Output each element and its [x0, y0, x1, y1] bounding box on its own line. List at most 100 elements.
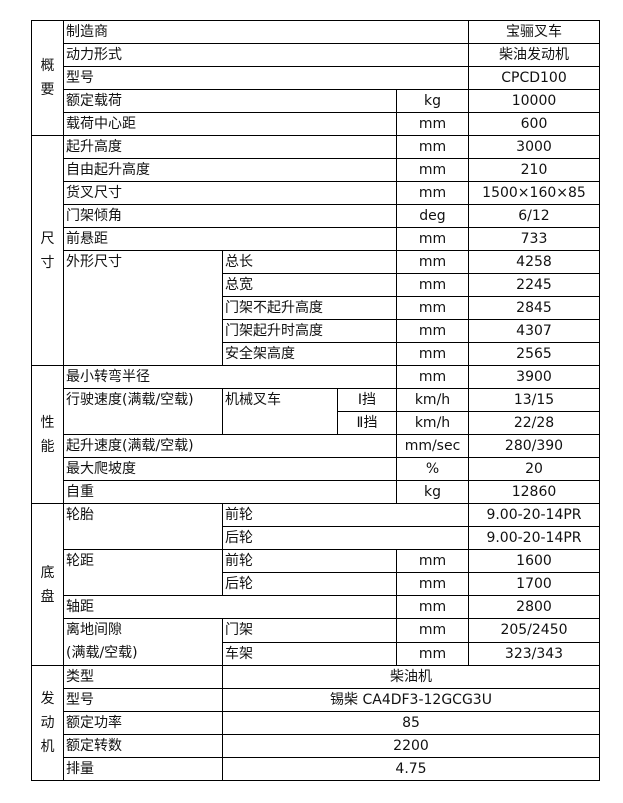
spec-value: 宝骊叉车: [468, 20, 600, 44]
spec-unit: mm: [396, 135, 469, 159]
table-row: 发 动 机 类型 柴油机: [31, 665, 600, 781]
spec-value: 6/12: [468, 204, 600, 228]
spec-subname: 总宽: [222, 273, 397, 297]
spec-value: 3000: [468, 135, 600, 159]
spec-unit: mm: [396, 296, 469, 320]
table-row: 型号 锡柴 CA4DF3-12GCG3U: [32, 688, 600, 712]
table-row: 门架不起升高度 mm 2845: [32, 296, 600, 320]
spec-name: 型号: [63, 66, 469, 90]
table-row: 后轮 9.00-20-14PR: [32, 526, 600, 550]
spec-value: 1600: [468, 549, 600, 573]
table-row: 动力形式 柴油发动机: [32, 43, 600, 67]
section-label: 发 动 机: [31, 665, 64, 781]
spec-name: 自由起升高度: [63, 158, 397, 182]
spec-unit: mm: [396, 112, 469, 136]
spec-unit: mm: [396, 319, 469, 343]
spec-unit: mm: [396, 342, 469, 366]
table-row: 性 能 最小转弯半径 mm 3900: [31, 365, 600, 504]
spec-value: 柴油发动机: [468, 43, 600, 67]
spec-unit: mm: [396, 572, 469, 596]
table-row: 车架 mm 323/343: [32, 641, 600, 666]
table-row: 安全架高度 mm 2565: [32, 342, 600, 366]
spec-name: 额定转数: [63, 734, 223, 758]
spec-unit: mm: [396, 641, 469, 666]
section-label: 概 要: [31, 20, 64, 136]
spec-value: 210: [468, 158, 600, 182]
spec-value: 2200: [222, 734, 600, 758]
spec-value: 3900: [468, 365, 600, 389]
spec-value: 1700: [468, 572, 600, 596]
spec-value: 4258: [468, 250, 600, 274]
spec-unit: deg: [396, 204, 469, 228]
spec-unit: km/h: [396, 388, 469, 412]
spec-name: 离地间隙 (满载/空载): [63, 618, 223, 666]
spec-value: CPCD100: [468, 66, 600, 90]
table-row: 门架起升时高度 mm 4307: [32, 319, 600, 343]
spec-value: 1500×160×85: [468, 181, 600, 205]
spec-unit: mm/sec: [396, 434, 469, 458]
spec-value: 20: [468, 457, 600, 481]
spec-unit: %: [396, 457, 469, 481]
table-row: 轮距 前轮 mm 1600: [32, 549, 600, 596]
table-row: 轴距 mm 2800: [32, 595, 600, 619]
table-row: 载荷中心距 mm 600: [32, 112, 600, 136]
spec-unit: mm: [396, 250, 469, 274]
spec-subname: 安全架高度: [222, 342, 397, 366]
spec-name: 货叉尺寸: [63, 181, 397, 205]
table-row: 自由起升高度 mm 210: [32, 158, 600, 182]
spec-value: 2245: [468, 273, 600, 297]
table-row: 最大爬坡度 % 20: [32, 457, 600, 481]
spec-name: 动力形式: [63, 43, 469, 67]
table-row: 起升速度(满载/空载) mm/sec 280/390: [32, 434, 600, 458]
spec-unit: mm: [396, 273, 469, 297]
table-row: 货叉尺寸 mm 1500×160×85: [32, 181, 600, 205]
spec-unit: mm: [396, 181, 469, 205]
spec-name: 行驶速度(满载/空载): [63, 388, 223, 435]
spec-value: 85: [222, 711, 600, 735]
spec-table: 概 要 制造商 宝骊叉车 动力形式 柴油发动机 型号 CPCD100 额定载荷 …: [31, 20, 600, 781]
spec-value: 2800: [468, 595, 600, 619]
spec-value: 205/2450: [468, 618, 600, 643]
spec-unit: mm: [396, 549, 469, 573]
spec-unit: kg: [396, 89, 469, 113]
table-row: Ⅱ挡 km/h 22/28: [32, 411, 600, 435]
spec-value: 10000: [468, 89, 600, 113]
spec-name: 型号: [63, 688, 223, 712]
spec-name: 前悬距: [63, 227, 397, 251]
table-row: 行驶速度(满载/空载) 机械叉车 Ⅰ挡 km/h 13/15: [32, 388, 600, 435]
spec-value: 12860: [468, 480, 600, 504]
spec-unit: mm: [396, 618, 469, 643]
table-row: 外形尺寸 总长 mm 4258: [32, 250, 600, 366]
spec-name: 起升高度: [63, 135, 397, 159]
spec-subname: 前轮: [222, 549, 397, 573]
spec-name: 额定功率: [63, 711, 223, 735]
table-row: 额定载荷 kg 10000: [32, 89, 600, 113]
spec-value: 600: [468, 112, 600, 136]
spec-unit: mm: [396, 158, 469, 182]
spec-name: 起升速度(满载/空载): [63, 434, 397, 458]
spec-name: 额定载荷: [63, 89, 397, 113]
gear-label: Ⅱ挡: [337, 411, 397, 435]
table-row: 概 要 制造商 宝骊叉车: [31, 20, 600, 136]
spec-value: 323/343: [468, 641, 600, 666]
spec-name: 载荷中心距: [63, 112, 397, 136]
spec-subname: 车架: [222, 641, 397, 666]
table-row: 前悬距 mm 733: [32, 227, 600, 251]
spec-subname: 总长: [222, 250, 397, 274]
spec-name: 制造商: [63, 20, 469, 44]
spec-value: 13/15: [468, 388, 600, 412]
table-row: 离地间隙 (满载/空载) 门架 mm 205/2450: [32, 618, 600, 666]
table-row: 额定功率 85: [32, 711, 600, 735]
spec-value: 9.00-20-14PR: [468, 503, 600, 527]
spec-unit: mm: [396, 365, 469, 389]
table-row: 额定转数 2200: [32, 734, 600, 758]
spec-subname: 门架: [222, 618, 397, 643]
table-row: 门架倾角 deg 6/12: [32, 204, 600, 228]
spec-unit: mm: [396, 595, 469, 619]
spec-name: 轮胎: [63, 503, 223, 550]
spec-name: 自重: [63, 480, 397, 504]
spec-name: 排量: [63, 757, 223, 781]
spec-unit: km/h: [396, 411, 469, 435]
spec-value: 9.00-20-14PR: [468, 526, 600, 550]
spec-subname: 门架不起升高度: [222, 296, 397, 320]
